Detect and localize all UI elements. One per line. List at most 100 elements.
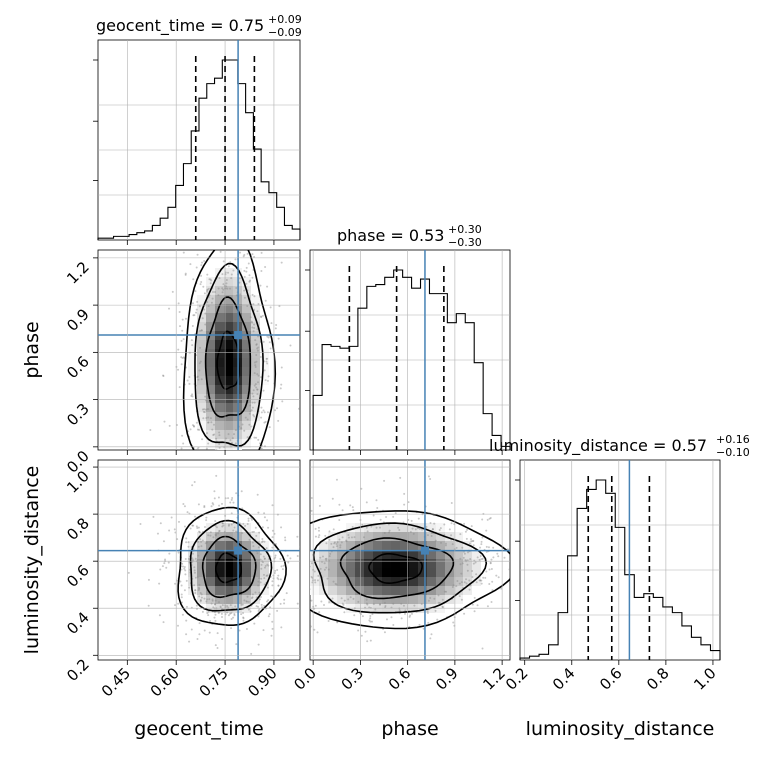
density-cell — [355, 550, 364, 559]
density-cell — [206, 568, 215, 577]
sample-point — [253, 401, 256, 404]
sample-point — [241, 532, 244, 535]
density-cell — [251, 295, 260, 304]
sample-point — [186, 379, 189, 382]
sample-point — [230, 612, 233, 615]
sample-point — [215, 534, 218, 537]
sample-point — [245, 627, 248, 630]
density-cell — [445, 532, 454, 541]
density-cell — [251, 541, 260, 550]
sample-point — [261, 561, 264, 564]
sample-point — [269, 347, 272, 350]
density-cell — [206, 385, 215, 394]
density-cell — [373, 523, 382, 532]
sample-point — [438, 602, 441, 605]
sample-point — [200, 450, 202, 452]
sample-point — [199, 283, 202, 286]
sample-point — [536, 550, 538, 552]
sample-point — [331, 597, 334, 600]
sample-point — [243, 599, 246, 602]
sample-point — [362, 536, 365, 539]
title-geocent-time: geocent_time = 0.75 — [96, 16, 264, 36]
density-cell — [400, 595, 409, 604]
sample-point — [480, 579, 483, 582]
sample-point — [201, 438, 204, 441]
sample-point — [192, 314, 195, 317]
sample-point — [479, 555, 482, 558]
density-cell — [346, 568, 355, 577]
density-cell — [242, 340, 251, 349]
sample-point — [431, 528, 434, 531]
sample-point — [208, 631, 211, 634]
sample-point — [319, 567, 322, 570]
sample-point — [475, 573, 478, 576]
sample-point — [450, 501, 453, 504]
sample-point — [313, 628, 316, 631]
sample-point — [180, 363, 183, 366]
density-cell — [463, 586, 472, 595]
sample-point — [253, 372, 256, 375]
sample-point — [271, 536, 274, 539]
sample-point — [212, 503, 215, 506]
y-tick-label-luminosity_distance: 0.2 — [63, 655, 93, 685]
sample-point — [427, 475, 430, 478]
sample-point — [199, 538, 202, 541]
sample-point — [335, 542, 338, 545]
title-phase-plus: +0.30 — [448, 223, 482, 236]
sample-point — [249, 410, 252, 413]
sample-point — [414, 528, 417, 531]
sample-point — [267, 336, 270, 339]
sample-point — [207, 416, 210, 419]
sample-point — [364, 630, 367, 633]
sample-point — [353, 614, 356, 617]
density-cell — [251, 394, 260, 403]
sample-point — [168, 307, 171, 310]
sample-point — [429, 477, 432, 480]
sample-point — [443, 590, 446, 593]
sample-point — [260, 411, 263, 414]
sample-point — [201, 610, 204, 613]
sample-point — [269, 606, 272, 609]
sample-point — [409, 614, 412, 617]
density-cell — [215, 394, 224, 403]
sample-point — [262, 629, 265, 632]
sample-point — [176, 538, 179, 541]
sample-point — [510, 535, 512, 537]
sample-point — [168, 552, 171, 555]
density-cell — [242, 385, 251, 394]
sample-point — [257, 346, 260, 349]
sample-point — [257, 584, 260, 587]
density-cell — [364, 523, 373, 532]
sample-point — [287, 561, 290, 564]
density-cell — [355, 586, 364, 595]
sample-point — [184, 569, 187, 572]
sample-point — [301, 553, 303, 555]
sample-point — [474, 561, 477, 564]
sample-point — [266, 362, 269, 365]
sample-point — [452, 621, 455, 624]
sample-point — [276, 407, 279, 410]
density-cell — [242, 349, 251, 358]
sample-point — [227, 497, 230, 500]
sample-point — [450, 534, 453, 537]
density-cell — [337, 559, 346, 568]
sample-point — [402, 604, 405, 607]
sample-point — [263, 369, 266, 372]
density-cell — [224, 268, 233, 277]
sample-point — [360, 634, 363, 637]
sample-point — [497, 576, 500, 579]
sample-point — [310, 625, 312, 628]
density-cell — [391, 595, 400, 604]
density-cell — [206, 412, 215, 421]
sample-point — [317, 526, 320, 529]
sample-point — [217, 287, 220, 290]
sample-point — [185, 537, 188, 540]
sample-point — [244, 524, 247, 527]
sample-point — [531, 565, 533, 567]
sample-point — [230, 277, 233, 280]
sample-point — [274, 409, 277, 412]
sample-point — [258, 531, 261, 534]
sample-point — [191, 484, 194, 487]
density-cell — [224, 295, 233, 304]
density-cell — [215, 595, 224, 604]
